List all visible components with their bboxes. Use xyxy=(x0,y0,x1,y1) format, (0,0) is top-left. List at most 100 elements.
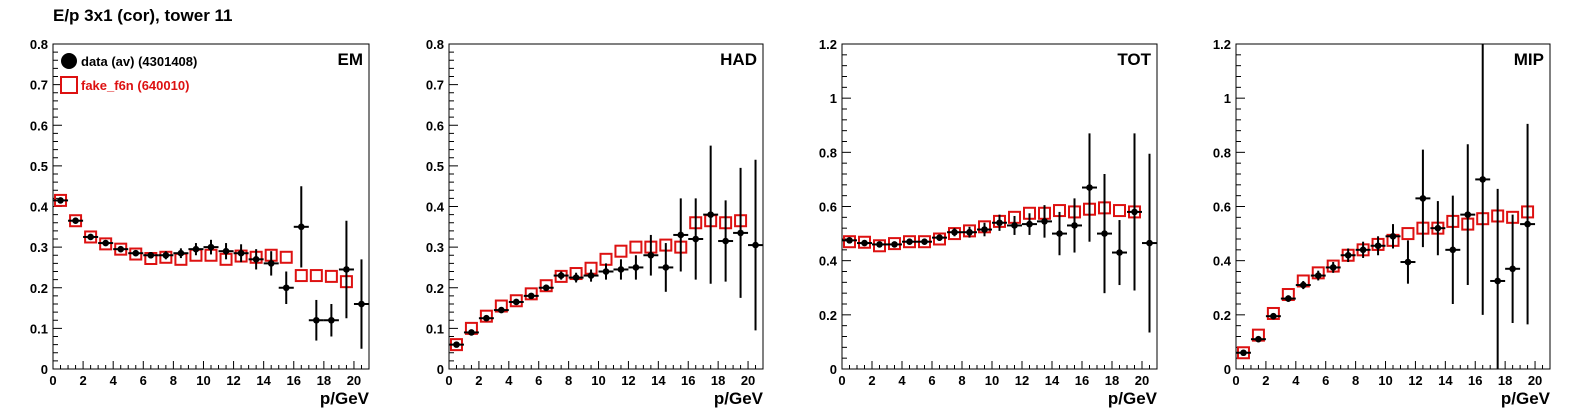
legend-fake-label: fake_f6n (640010) xyxy=(81,78,189,93)
panel-had-fake-point xyxy=(629,240,643,254)
panel-had-data-point xyxy=(737,229,744,237)
panel-em-y-tick-label: 0.6 xyxy=(30,118,48,133)
panel-em-x-tick-label: 6 xyxy=(140,373,147,388)
panel-mip-x-tick-label: 2 xyxy=(1262,373,1269,388)
panel-had: 0 2 4 6 8 10 12 14 16 18 20p/GeV 0 0.1 0.2 0.3 0.4 0.5 0.… xyxy=(426,37,764,408)
panel-had-x-tick-label: 10 xyxy=(591,373,605,388)
panel-had-x-axis-label: p/GeV xyxy=(714,389,764,408)
panel-tot-data-point xyxy=(1131,208,1138,216)
panel-mip-x-tick-label: 4 xyxy=(1292,373,1300,388)
panel-tot-fake-point xyxy=(948,227,961,241)
panel-mip-data-point xyxy=(1449,246,1457,254)
panel-mip-data-point xyxy=(1464,211,1472,218)
panel-had-y-tick-label: 0.2 xyxy=(426,281,444,296)
panel-mip-x-axis-label: p/GeV xyxy=(1501,389,1551,408)
panel-had-data-point xyxy=(483,314,490,322)
panel-tot-plot-area xyxy=(842,133,1157,333)
panel-tot-x-tick-label: 10 xyxy=(985,373,999,388)
panel-had-fake-point xyxy=(524,287,538,301)
legend-data-marker xyxy=(61,53,77,69)
panel-had-fake-point xyxy=(614,244,628,258)
panel-had-x-tick-label: 20 xyxy=(741,373,755,388)
panel-em-data-point xyxy=(177,249,185,257)
panel-em-data-point xyxy=(102,239,109,247)
panel-had-data-point xyxy=(752,241,759,249)
panel-em-y-tick-label: 0 xyxy=(41,362,48,377)
panel-mip-data-point xyxy=(1404,258,1412,266)
panel-em-y-tick-label: 0.7 xyxy=(30,78,48,93)
panel-em-x-axis-label: p/GeV xyxy=(320,389,370,408)
panel-tot-data-point xyxy=(1071,222,1078,229)
panel-em-data-point xyxy=(222,247,230,255)
panel-mip-y-tick-label: 1.2 xyxy=(1213,37,1231,52)
panel-em-data-point xyxy=(87,233,94,241)
panel-em-data-point xyxy=(282,284,290,292)
panel-had-y-tick-label: 0.6 xyxy=(426,118,444,133)
panel-tot-data-point xyxy=(1116,249,1123,256)
panel-tot-data-point xyxy=(891,241,898,248)
panel-had-fake-point xyxy=(539,279,553,293)
panel-em-data-point xyxy=(237,249,245,257)
panel-had-data-point xyxy=(587,272,595,279)
panel-mip-x-tick-label: 16 xyxy=(1468,373,1482,388)
panel-had-data-point xyxy=(512,298,520,306)
legend-fake-marker xyxy=(60,76,78,94)
panel-em-y-tick-label: 0.2 xyxy=(30,281,48,296)
panel-mip-data-point xyxy=(1299,281,1307,289)
panel-had-y-tick-label: 0.8 xyxy=(426,37,444,52)
panel-em-data-point xyxy=(267,260,275,267)
panel-had-fake-point xyxy=(599,252,613,266)
panel-em-x-tick-label: 20 xyxy=(347,373,361,388)
panel-em-data-point xyxy=(252,256,260,263)
panel-mip-data-point xyxy=(1419,195,1427,202)
panel-mip-data-point xyxy=(1314,272,1322,279)
panel-em-x-tick-label: 4 xyxy=(110,373,118,388)
panel-had-x-tick-label: 12 xyxy=(621,373,635,388)
panel-mip-y-tick-label: 0.4 xyxy=(1213,254,1232,269)
panel-mip-data-point xyxy=(1494,277,1501,285)
panel-mip-x-tick-label: 6 xyxy=(1322,373,1329,388)
panel-had-fake-point xyxy=(509,294,523,308)
panel-had-data-point xyxy=(647,251,655,259)
panel-tot-x-tick-label: 4 xyxy=(898,373,906,388)
panel-tot-data-point xyxy=(1086,184,1093,191)
panel-had-data-point xyxy=(542,284,550,292)
panel-em-data-point xyxy=(72,217,79,225)
panel-tot-x-tick-label: 2 xyxy=(868,373,875,388)
panel-tot-data-point xyxy=(936,234,943,241)
panel-tot-fake-point xyxy=(843,235,856,249)
panel-tot-x-tick-label: 8 xyxy=(958,373,965,388)
page-title: E/p 3x1 (cor), tower 11 xyxy=(53,6,233,25)
panel-tot-y-tick-label: 1.2 xyxy=(819,37,837,52)
panel-had-x-tick-label: 2 xyxy=(475,373,482,388)
panel-em-data-point xyxy=(162,251,170,259)
panel-had-y-tick-label: 0.4 xyxy=(426,200,445,215)
panel-tot-x-tick-label: 18 xyxy=(1105,373,1119,388)
panel-mip-label: MIP xyxy=(1514,50,1544,69)
panel-mip-data-point xyxy=(1329,264,1337,271)
panel-tot-x-tick-label: 16 xyxy=(1075,373,1089,388)
panel-tot-y-tick-label: 0.2 xyxy=(819,308,837,323)
panel-mip-x-tick-label: 18 xyxy=(1498,373,1512,388)
panel-em-fake-point xyxy=(294,269,308,283)
panel-em-plot-area xyxy=(53,186,369,349)
panel-tot-data-point xyxy=(1056,230,1063,237)
panel-em-x-tick-label: 8 xyxy=(170,373,177,388)
panel-mip-x-tick-label: 20 xyxy=(1528,373,1542,388)
panel-tot-x-tick-label: 0 xyxy=(838,373,845,388)
panel-mip-data-point xyxy=(1374,242,1382,250)
panel-tot-data-point xyxy=(861,239,868,247)
panel-em-data-point xyxy=(57,197,64,204)
panel-em-data-point xyxy=(328,316,335,324)
panel-tot-y-tick-label: 0.6 xyxy=(819,200,837,215)
panel-mip-data-point xyxy=(1270,312,1277,320)
panel-had-y-tick-label: 0.5 xyxy=(426,159,444,174)
panel-em-data-point xyxy=(192,245,200,253)
panel-mip-x-tick-label: 10 xyxy=(1378,373,1392,388)
panel-mip: 0 2 4 6 8 10 12 14 16 18 20p/GeV 0 0.2 0.4 0.6 0.8 1 1.2 M… xyxy=(1213,37,1551,408)
panel-had-data-point xyxy=(557,272,565,279)
panel-tot-x-tick-label: 6 xyxy=(928,373,935,388)
panel-em-data-point xyxy=(207,243,215,251)
panel-em-data-point xyxy=(147,251,155,259)
